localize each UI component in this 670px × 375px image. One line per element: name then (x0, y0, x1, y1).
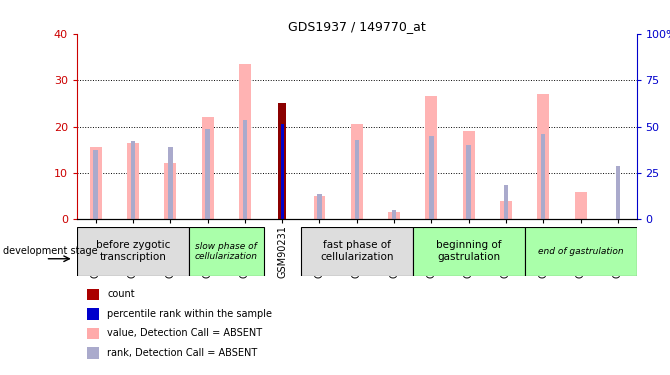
Bar (90, 147, 102, 219)
Bar (189, 227, 263, 276)
Text: count: count (107, 290, 135, 299)
Bar (463, 131, 474, 219)
Bar (205, 129, 210, 219)
Text: end of gastrulation: end of gastrulation (538, 247, 623, 256)
Text: before zygotic
transcription: before zygotic transcription (96, 240, 170, 262)
Bar (392, 210, 397, 219)
Text: slow phase of
cellularization: slow phase of cellularization (195, 242, 258, 261)
Bar (500, 201, 512, 219)
Bar (127, 143, 139, 219)
Bar (504, 184, 509, 219)
Text: fast phase of
cellularization: fast phase of cellularization (320, 240, 393, 262)
Text: percentile rank within the sample: percentile rank within the sample (107, 309, 272, 319)
Bar (93, 150, 98, 219)
Bar (301, 227, 413, 276)
Title: GDS1937 / 149770_at: GDS1937 / 149770_at (288, 20, 425, 33)
Bar (425, 96, 438, 219)
Bar (317, 194, 322, 219)
Text: development stage: development stage (3, 246, 98, 256)
Bar (575, 192, 586, 219)
Bar (388, 212, 400, 219)
Bar (616, 166, 620, 219)
Bar (239, 64, 251, 219)
Bar (131, 141, 135, 219)
Bar (202, 117, 214, 219)
Bar (168, 147, 173, 219)
Bar (164, 163, 176, 219)
Bar (354, 141, 359, 219)
Text: rank, Detection Call = ABSENT: rank, Detection Call = ABSENT (107, 348, 257, 358)
Bar (525, 227, 636, 276)
Text: value, Detection Call = ABSENT: value, Detection Call = ABSENT (107, 328, 263, 338)
Bar (77, 227, 189, 276)
Bar (243, 120, 247, 219)
Bar (541, 134, 545, 219)
Text: beginning of
gastrulation: beginning of gastrulation (436, 240, 501, 262)
Bar (351, 124, 362, 219)
Bar (466, 145, 471, 219)
Bar (413, 227, 525, 276)
Bar (279, 104, 286, 219)
Bar (537, 94, 549, 219)
Bar (314, 196, 326, 219)
Bar (429, 136, 433, 219)
Bar (281, 124, 283, 219)
